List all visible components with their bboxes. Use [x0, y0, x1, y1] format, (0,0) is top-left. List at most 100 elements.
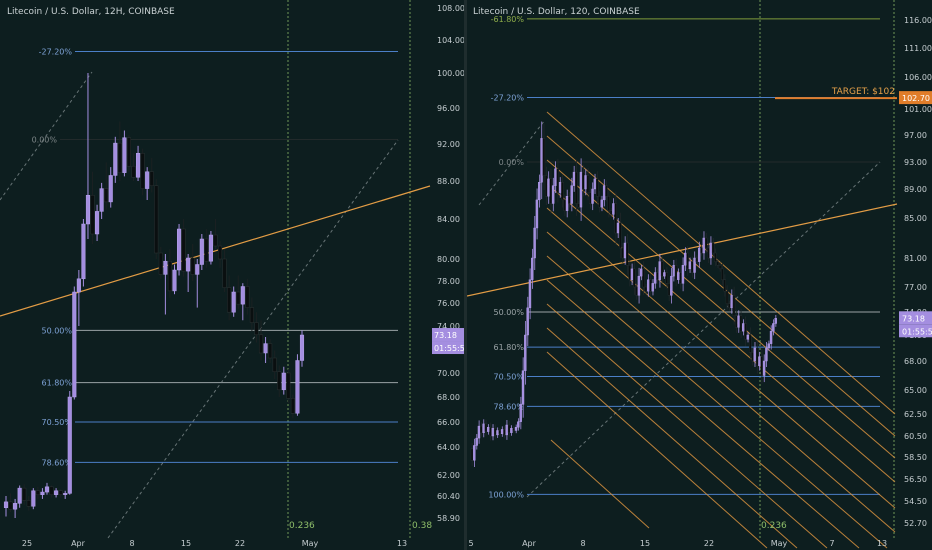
candle-body	[517, 421, 520, 428]
candle-body	[136, 153, 141, 178]
candle-body	[755, 347, 759, 367]
y-tick-label: 116.00	[904, 16, 932, 25]
chart-panel-right[interactable]: -61.80% -27.20% 0.00% 50.00% 61.80% 70.50% 78.…	[467, 0, 932, 550]
pitchfork-line	[546, 183, 896, 483]
candle-body	[95, 211, 100, 235]
candle-body	[85, 195, 91, 225]
candle-body	[540, 138, 543, 183]
candle-body	[117, 142, 122, 173]
candle-body	[626, 242, 629, 266]
candle-body	[154, 185, 159, 254]
candle-body	[199, 238, 204, 265]
fib-level-label: -27.20%	[39, 48, 73, 57]
y-tick-label: 62.00	[437, 471, 460, 480]
candle-body	[549, 178, 553, 204]
chart-right-svg[interactable]: -61.80% -27.20% 0.00% 50.00% 61.80% 70.50% 78.…	[467, 0, 932, 550]
candle-body	[711, 242, 715, 254]
y-tick-label: 65.00	[904, 386, 927, 395]
chart-panel-left[interactable]: -27.20% 0.00% 50.00% 61.80% 70.50% 78.60% 58.9…	[0, 0, 464, 550]
candle-body	[598, 196, 601, 208]
y-tick-label: 92.00	[437, 140, 460, 149]
y-tick-label: 64.00	[437, 443, 460, 452]
candle-body	[681, 265, 685, 284]
candle-body	[521, 370, 525, 405]
candle-body	[684, 252, 687, 266]
candle-body	[642, 268, 645, 288]
current-price-label: 73.18	[434, 331, 457, 340]
candle-body	[145, 171, 150, 189]
candle-body	[670, 275, 673, 296]
y-tick-label: 60.50	[904, 432, 927, 441]
candle-body	[519, 404, 522, 422]
x-tick-label: 5	[468, 539, 473, 548]
candle-body	[277, 371, 282, 391]
candle-body	[140, 153, 145, 189]
y-tick-label: 81.00	[904, 254, 927, 263]
candle-body	[268, 343, 273, 359]
candle-body	[697, 247, 701, 262]
candle-body	[240, 286, 245, 305]
candle-body	[595, 178, 599, 197]
candle-body	[732, 295, 736, 317]
candle-body	[254, 322, 259, 336]
candle-body	[674, 265, 678, 280]
candle-body	[477, 425, 481, 439]
panel-divider[interactable]	[464, 0, 467, 550]
y-tick-label: 101.00	[904, 105, 932, 114]
x-tick-label: 8	[580, 539, 585, 548]
candle-body	[651, 283, 655, 292]
candle-body	[665, 272, 668, 284]
fib-level-label: 78.60%	[493, 402, 524, 411]
fib-level-label: 50.00%	[493, 308, 524, 317]
countdown-tag	[899, 324, 932, 338]
y-tick-label: 96.00	[437, 104, 460, 113]
candle-body	[621, 247, 624, 259]
trend-channel-line	[107, 139, 399, 539]
candle-body	[663, 272, 666, 277]
candle-body	[628, 265, 631, 280]
candle-body	[131, 165, 136, 178]
fib-level-label: 61.80%	[41, 379, 72, 388]
candle-body	[245, 286, 250, 308]
candle-body	[531, 257, 534, 280]
candle-body	[480, 425, 483, 433]
x-tick-label: 22	[235, 539, 245, 548]
candle-body	[514, 427, 518, 431]
candle-body	[17, 487, 22, 504]
chart-left-svg[interactable]: -27.20% 0.00% 50.00% 61.80% 70.50% 78.60% 58.9…	[0, 0, 464, 550]
candle-body	[565, 196, 569, 211]
candle-body	[500, 429, 504, 434]
y-tick-label: 84.00	[437, 215, 460, 224]
candle-body	[31, 490, 36, 507]
y-tick-label: 62.50	[904, 410, 927, 419]
candle-body	[575, 171, 578, 204]
candle-body	[158, 252, 163, 275]
candle-body	[44, 486, 50, 493]
fib-level-label: -61.80%	[491, 15, 525, 24]
candle-body	[208, 234, 213, 262]
candle-body	[8, 501, 13, 510]
candle-body	[544, 175, 548, 197]
candle-body	[533, 227, 536, 259]
candle-body	[163, 260, 168, 275]
candle-body	[679, 272, 682, 284]
trend-line-orange	[0, 185, 431, 317]
fib-level-label: 70.50%	[41, 418, 72, 427]
candle-body	[58, 490, 63, 495]
x-tick-label: 7	[829, 539, 834, 548]
candle-body	[528, 279, 532, 309]
x-tick-label: Apr	[71, 539, 86, 548]
fib-level-label: 78.60%	[41, 458, 72, 467]
candle-body	[498, 430, 502, 434]
candle-body	[769, 330, 773, 344]
candle-body	[619, 222, 622, 249]
candle-body	[72, 291, 77, 398]
time-fib-label: 0.236	[289, 521, 315, 531]
candle-body	[484, 423, 488, 432]
candle-body	[40, 491, 45, 495]
y-tick-label: 106.00	[904, 73, 932, 82]
candle-body	[54, 490, 59, 495]
candle-body	[26, 500, 31, 507]
candle-body	[593, 178, 597, 190]
y-tick-label: 80.00	[437, 255, 460, 264]
